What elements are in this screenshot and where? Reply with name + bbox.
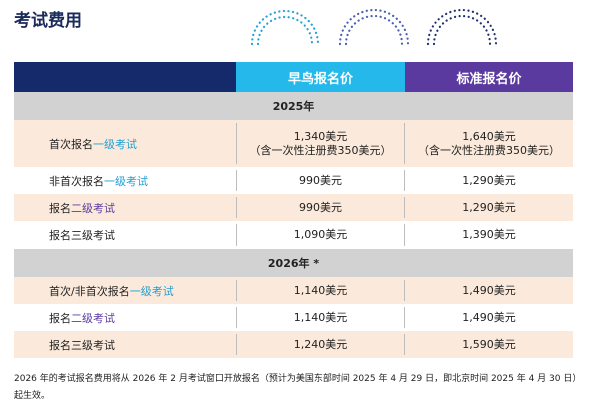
row-label: 报名 二级考试 [14, 304, 236, 331]
dotted-arc-icon [344, 14, 404, 46]
dotted-arc-icon [338, 8, 410, 46]
dotted-arc-icon [432, 14, 492, 46]
early-price: 1,140美元 [293, 283, 348, 297]
table-row: 非首次报名 一级考试 990美元 1,290美元 [14, 167, 573, 194]
table-header: 早鸟报名价 标准报名价 [14, 62, 573, 92]
early-price-cell: 990美元 [236, 170, 405, 191]
decorative-arcs [250, 8, 498, 46]
footnote: 2026 年的考试报名费用将从 2026 年 2 月考试窗口开放报名（预计为美国… [14, 374, 582, 401]
early-price-cell: 1,140美元 [236, 307, 405, 328]
row-label-prefix: 首次/非首次报名 [49, 284, 130, 298]
early-price: 990美元 [299, 173, 342, 187]
standard-price-cell: 1,490美元 [405, 307, 573, 328]
standard-price: 1,290美元 [462, 173, 516, 187]
dotted-arc-icon [426, 8, 498, 46]
early-price: 1,090美元 [293, 228, 348, 241]
standard-price-cell: 1,290美元 [405, 170, 573, 191]
row-label: 首次报名 一级考试 [14, 120, 236, 167]
standard-price-cell: 1,640美元 （含一次性注册费350美元） [405, 123, 573, 164]
table-row: 报名 二级考试 990美元 1,290美元 [14, 194, 573, 221]
standard-price: 1,290美元 [462, 200, 516, 214]
standard-price: 1,390美元 [462, 228, 516, 241]
early-price-cell: 1,090美元 [236, 224, 405, 246]
dotted-arc-icon [256, 15, 314, 46]
standard-price: 1,590美元 [462, 337, 516, 351]
early-price: 1,340美元 [293, 129, 348, 143]
table-row: 报名三级考试 1,090美元 1,390美元 [14, 221, 573, 249]
row-label-prefix: 非首次报名 [49, 174, 104, 188]
early-price: 990美元 [299, 200, 342, 214]
standard-price-cell: 1,590美元 [405, 334, 573, 355]
standard-price-cell: 1,390美元 [405, 224, 573, 246]
early-price: 1,140美元 [293, 310, 348, 324]
row-label-level: 一级考试 [93, 137, 137, 151]
row-label: 非首次报名 一级考试 [14, 167, 236, 194]
standard-price: 1,490美元 [462, 310, 516, 324]
early-price-cell: 990美元 [236, 197, 405, 218]
header-blank-cell [14, 62, 236, 92]
year-header-2026: 2026年 * [14, 249, 573, 277]
standard-price-cell: 1,490美元 [405, 280, 573, 301]
row-label-prefix: 报名 [49, 311, 71, 325]
row-label-prefix: 报名三级考试 [49, 229, 115, 242]
early-price-cell: 1,340美元 （含一次性注册费350美元） [236, 123, 405, 164]
fee-table: 早鸟报名价 标准报名价 2025年 首次报名 一级考试 1,340美元 （含一次性… [14, 62, 573, 358]
dotted-arc-icon [250, 9, 320, 46]
row-label-prefix: 报名三级考试 [49, 338, 115, 352]
row-label-level: 二级考试 [71, 201, 115, 215]
row-label: 报名三级考试 [14, 221, 236, 249]
row-label-level: 二级考试 [71, 311, 115, 325]
row-label-prefix: 首次报名 [49, 137, 93, 151]
early-bird-header: 早鸟报名价 [236, 62, 405, 92]
row-label: 报名三级考试 [14, 331, 236, 358]
early-price-cell: 1,240美元 [236, 334, 405, 355]
standard-price: 1,490美元 [462, 283, 516, 297]
row-label-level: 一级考试 [104, 174, 148, 188]
table-row: 首次报名 一级考试 1,340美元 （含一次性注册费350美元） 1,640美元 … [14, 120, 573, 167]
table-row: 报名三级考试 1,240美元 1,590美元 [14, 331, 573, 358]
standard-header: 标准报名价 [405, 62, 573, 92]
early-price-note: （含一次性注册费350美元） [249, 143, 392, 157]
early-price-cell: 1,140美元 [236, 280, 405, 301]
row-label-prefix: 报名 [49, 201, 71, 215]
row-label-level: 一级考试 [129, 284, 174, 298]
standard-price-note: （含一次性注册费350美元） [418, 143, 560, 157]
page-title: 考试费用 [14, 11, 82, 31]
table-row: 首次/非首次报名 一级考试 1,140美元 1,490美元 [14, 277, 573, 304]
table-row: 报名 二级考试 1,140美元 1,490美元 [14, 304, 573, 331]
standard-price-cell: 1,290美元 [405, 197, 573, 218]
early-price: 1,240美元 [293, 337, 348, 351]
row-label: 首次/非首次报名 一级考试 [14, 277, 236, 304]
row-label: 报名 二级考试 [14, 194, 236, 221]
standard-price: 1,640美元 [462, 129, 516, 143]
year-header-2025: 2025年 [14, 92, 573, 120]
